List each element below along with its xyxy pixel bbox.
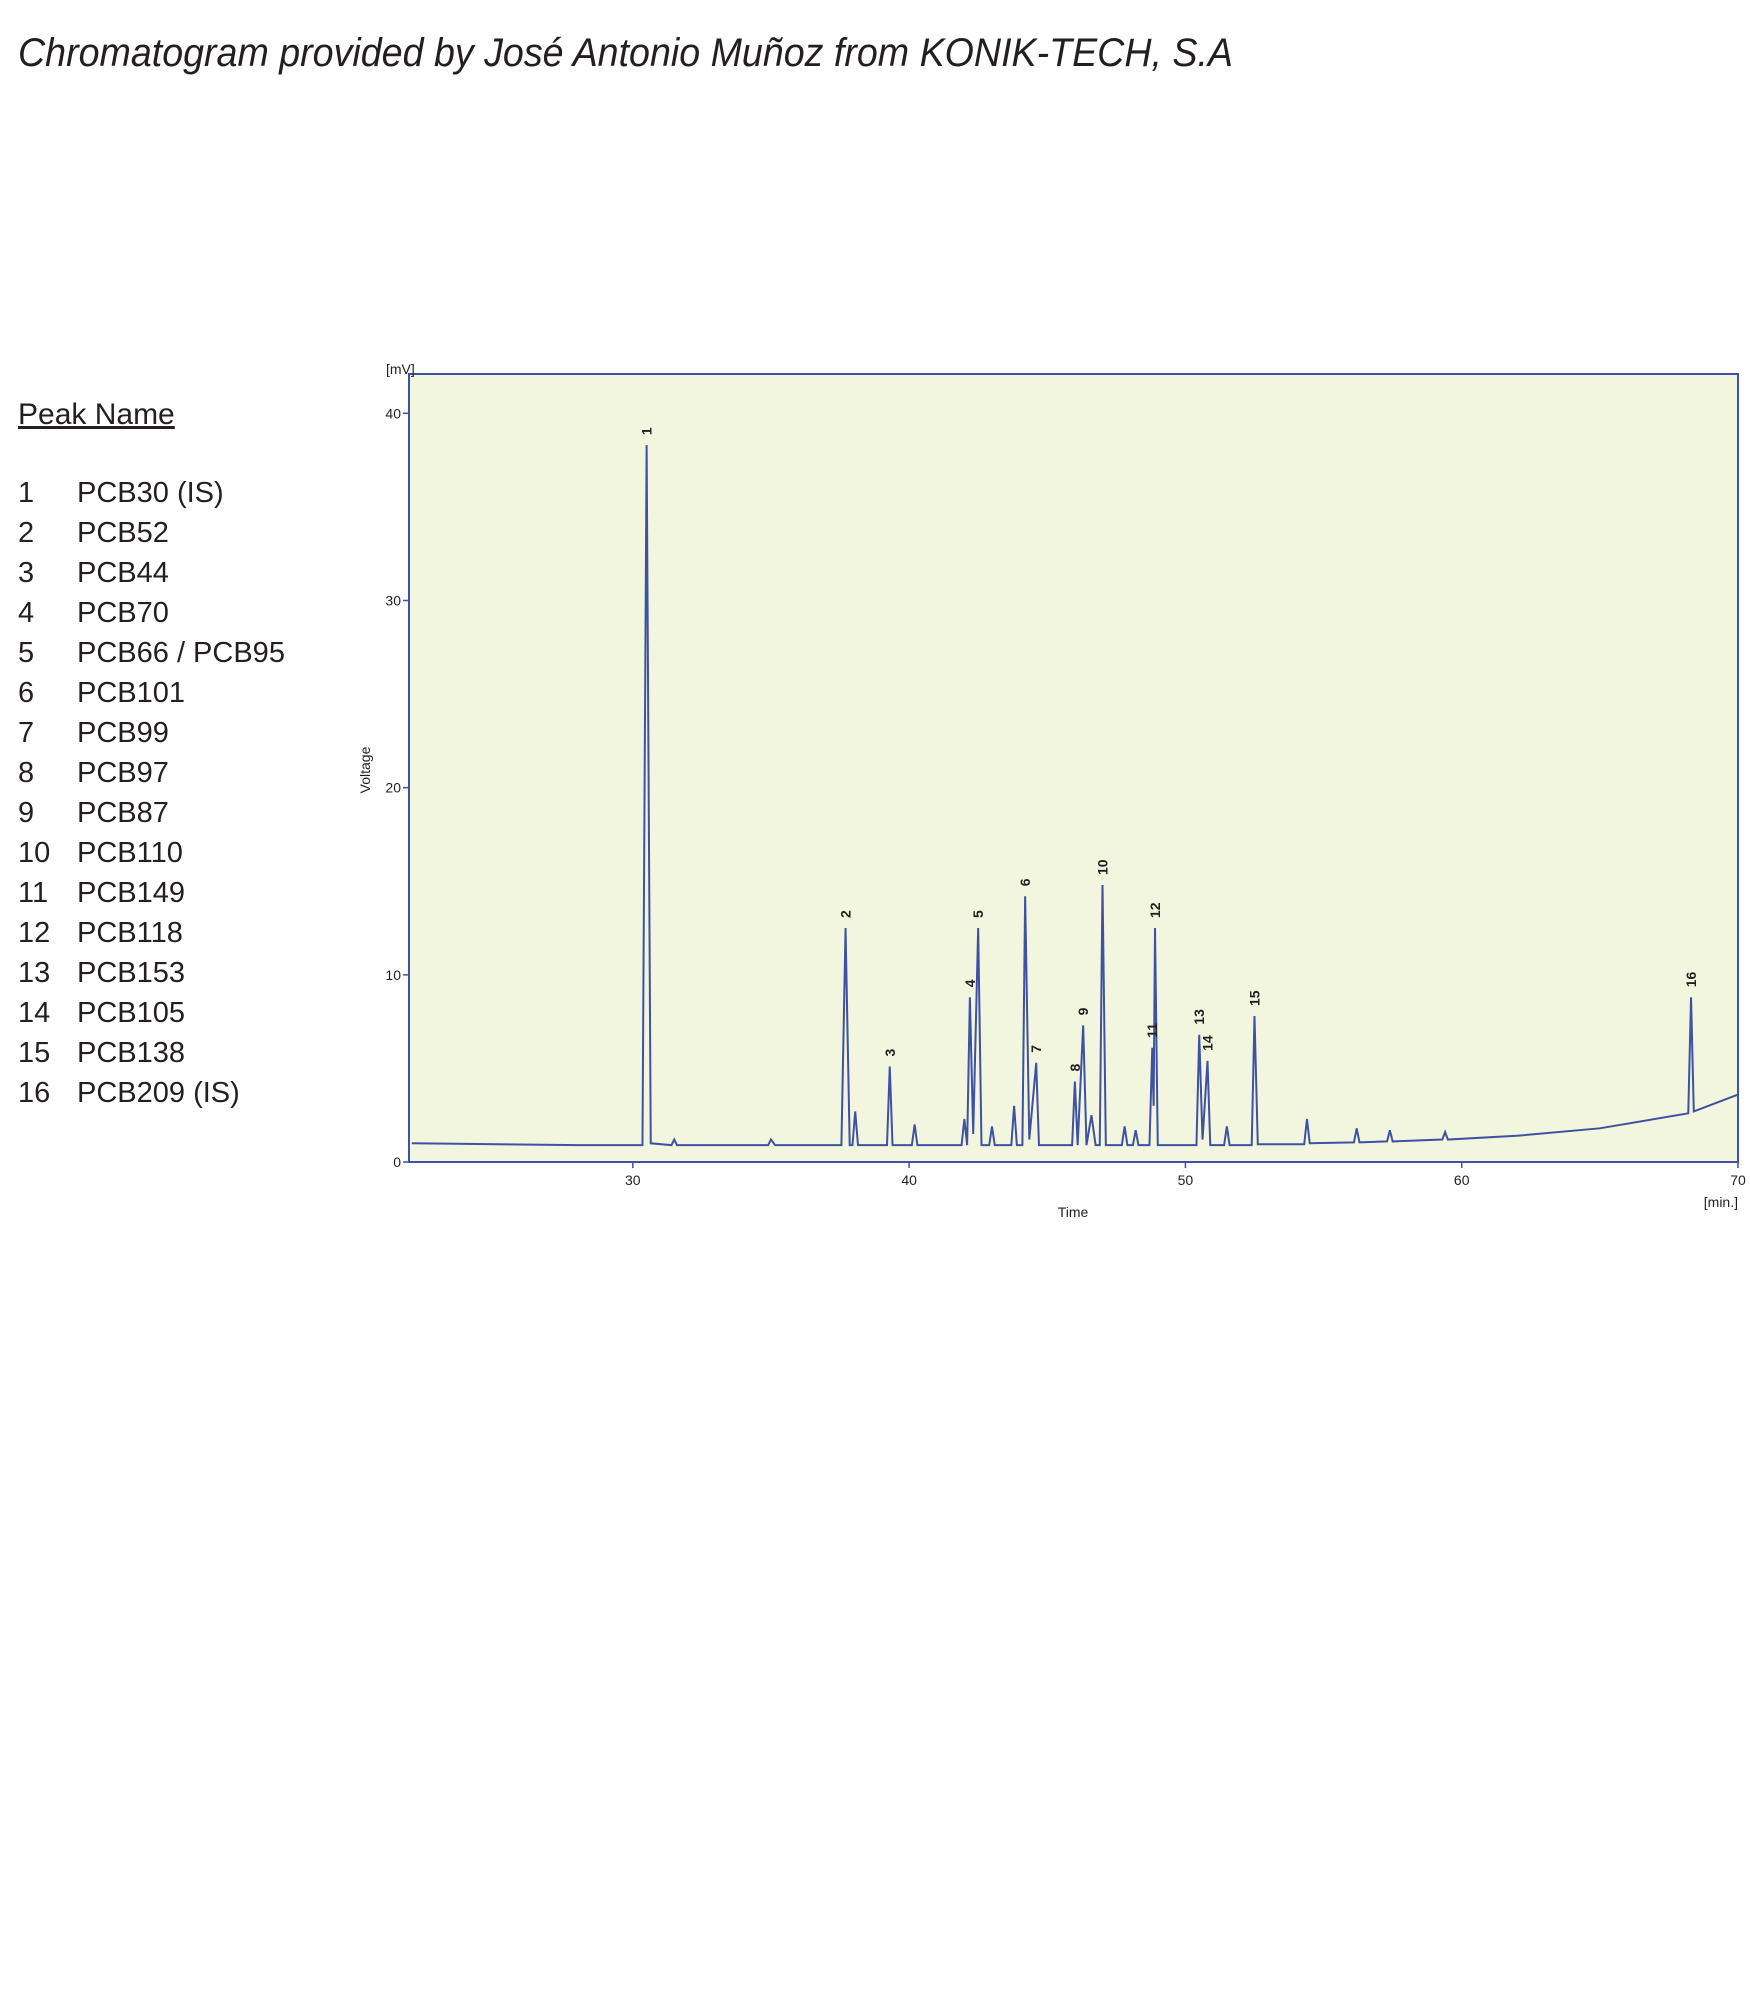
peak-label: 1 <box>639 427 655 435</box>
peak-name: PCB153 <box>77 957 185 989</box>
plot-area <box>408 373 1739 1163</box>
chromatogram-trace <box>411 445 1739 1147</box>
y-unit: [mV] <box>386 361 415 377</box>
peak-number: 3 <box>18 557 34 589</box>
peak-label: 13 <box>1191 1009 1207 1025</box>
peak-name: PCB52 <box>77 517 169 549</box>
peak-label: 4 <box>962 979 978 987</box>
y-tick-label: 0 <box>393 1154 401 1170</box>
peak-number: 13 <box>18 957 50 989</box>
peak-name: PCB118 <box>77 917 183 949</box>
peak-number: 10 <box>18 837 50 869</box>
peak-number: 7 <box>18 717 34 749</box>
y-axis-label: Voltage <box>357 746 373 793</box>
peak-name: PCB30 (IS) <box>77 477 224 509</box>
x-unit: [min.] <box>1704 1194 1738 1210</box>
peak-number: 1 <box>18 477 34 509</box>
plot <box>403 373 1739 1168</box>
peak-name: PCB105 <box>77 997 185 1029</box>
peak-number: 16 <box>18 1077 50 1109</box>
peak-name: PCB101 <box>77 677 185 709</box>
x-tick-label: 50 <box>1178 1172 1194 1188</box>
peak-name: PCB110 <box>77 837 183 869</box>
peak-number: 5 <box>18 637 34 669</box>
peak-label: 2 <box>838 910 854 918</box>
peak-label: 14 <box>1200 1035 1216 1051</box>
peak-label: 12 <box>1147 902 1163 918</box>
x-tick-label: 40 <box>901 1172 917 1188</box>
peak-label: 3 <box>882 1049 898 1057</box>
peak-label: 6 <box>1017 878 1033 886</box>
y-tick-label: 40 <box>385 405 401 421</box>
peak-name: PCB138 <box>77 1037 185 1069</box>
peak-label: 5 <box>970 910 986 918</box>
x-tick-label: 60 <box>1454 1172 1470 1188</box>
chart-title: Chromatogram provided by José Antonio Mu… <box>18 31 1233 75</box>
peak-label: 16 <box>1683 972 1699 988</box>
peak-label: 7 <box>1028 1045 1044 1053</box>
peak-name: PCB209 (IS) <box>77 1077 240 1109</box>
peak-label: 8 <box>1067 1064 1083 1072</box>
x-axis-label: Time <box>1058 1204 1089 1220</box>
peak-name: PCB87 <box>77 797 169 829</box>
peak-name: PCB149 <box>77 877 185 909</box>
x-tick-label: 70 <box>1730 1172 1746 1188</box>
peak-number: 14 <box>18 997 50 1029</box>
peak-label: 15 <box>1246 990 1262 1006</box>
peak-table-heading: Peak Name <box>18 398 175 431</box>
peak-number: 11 <box>18 877 48 909</box>
peak-name: PCB99 <box>77 717 169 749</box>
peak-number: 9 <box>18 797 34 829</box>
peak-name: PCB97 <box>77 757 169 789</box>
peak-number: 2 <box>18 517 34 549</box>
peak-label: 10 <box>1095 859 1111 875</box>
y-tick-label: 30 <box>385 592 401 608</box>
peak-number: 6 <box>18 677 34 709</box>
y-tick-label: 10 <box>385 967 401 983</box>
peak-number: 12 <box>18 917 50 949</box>
peak-label: 9 <box>1075 1007 1091 1015</box>
peak-name: PCB70 <box>77 597 169 629</box>
x-tick-label: 30 <box>625 1172 641 1188</box>
peak-number: 8 <box>18 757 34 789</box>
peak-number: 4 <box>18 597 34 629</box>
peak-name: PCB66 / PCB95 <box>77 637 285 669</box>
peak-name: PCB44 <box>77 557 169 589</box>
peak-label: 11 <box>1144 1023 1160 1038</box>
y-tick-label: 20 <box>385 780 401 796</box>
peak-number: 15 <box>18 1037 50 1069</box>
